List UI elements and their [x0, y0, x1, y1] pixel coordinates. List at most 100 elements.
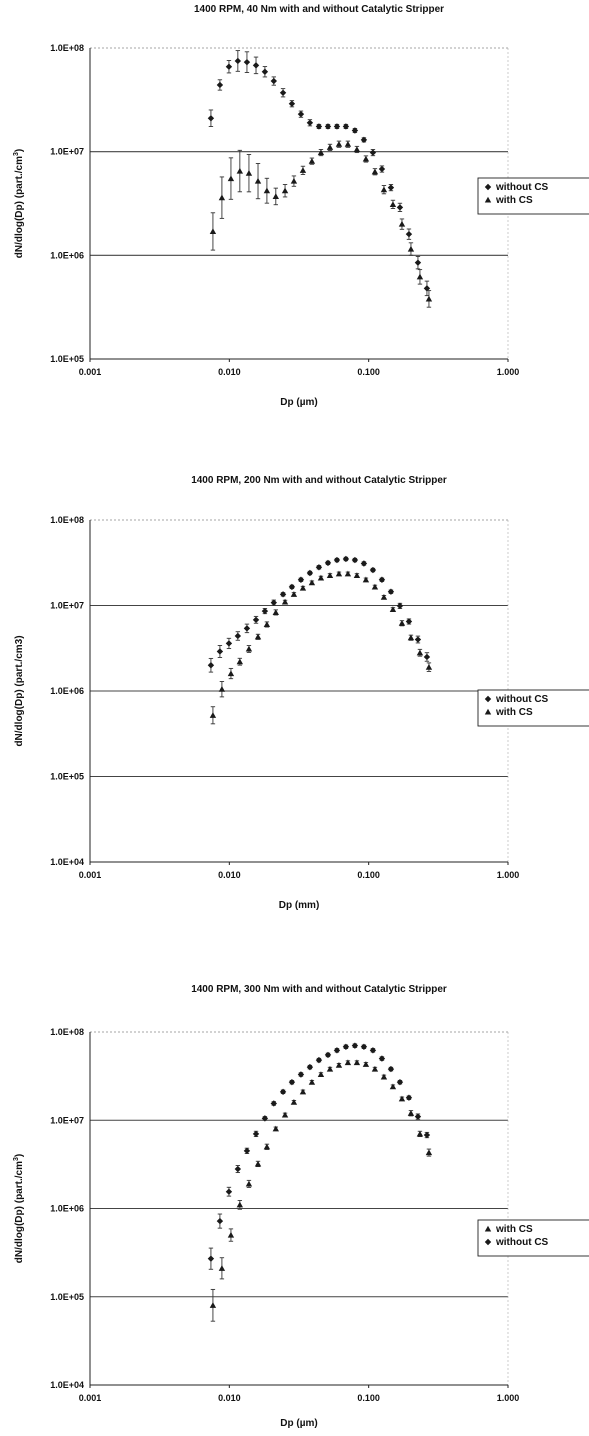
series-diamond-200nm	[208, 556, 430, 672]
data-point-diamond	[253, 1131, 259, 1137]
data-point-diamond	[334, 557, 340, 563]
data-point-triangle	[372, 1066, 378, 1072]
x-tick-label-40nm: 0.001	[79, 367, 102, 377]
data-point-triangle	[354, 146, 360, 152]
data-point-triangle	[219, 1265, 225, 1271]
data-point-diamond	[325, 1052, 331, 1058]
data-point-triangle	[309, 1079, 315, 1085]
x-tick-label-300nm: 0.010	[218, 1393, 241, 1403]
data-point-diamond	[316, 1057, 322, 1063]
data-point-diamond	[343, 123, 349, 129]
data-point-diamond	[379, 577, 385, 583]
data-point-triangle	[363, 156, 369, 162]
data-point-triangle	[246, 170, 252, 176]
data-point-diamond	[397, 1079, 403, 1085]
data-point-diamond	[370, 567, 376, 573]
y-tick-label-300nm: 1.0E+08	[50, 1027, 84, 1037]
y-tick-label-200nm: 1.0E+07	[50, 601, 84, 611]
x-tick-label-300nm: 0.001	[79, 1393, 102, 1403]
data-point-triangle	[399, 221, 405, 227]
data-point-triangle	[336, 1062, 342, 1068]
data-point-diamond	[406, 1095, 412, 1101]
data-point-triangle	[345, 571, 351, 577]
x-tick-label-200nm: 1.000	[497, 870, 520, 880]
data-point-diamond	[298, 1071, 304, 1077]
data-point-triangle	[273, 609, 279, 615]
data-point-diamond	[226, 640, 232, 646]
data-point-diamond	[316, 123, 322, 129]
y-tick-label-40nm: 1.0E+08	[50, 43, 84, 53]
data-point-triangle	[264, 621, 270, 627]
data-point-triangle	[255, 178, 261, 184]
data-point-diamond	[370, 1047, 376, 1053]
data-point-diamond	[280, 90, 286, 96]
data-point-diamond	[289, 101, 295, 107]
data-point-diamond	[235, 633, 241, 639]
data-point-triangle	[210, 228, 216, 234]
x-tick-label-200nm: 0.010	[218, 870, 241, 880]
legend-200nm: without CSwith CS	[478, 690, 589, 726]
data-point-triangle	[381, 186, 387, 192]
legend-label-0: without CS	[495, 182, 549, 193]
data-point-diamond	[244, 59, 250, 65]
data-point-diamond	[208, 115, 214, 121]
y-axis-label-300nm: dN/dlog(Dp) (part./cm3)	[13, 1154, 25, 1263]
data-point-diamond	[352, 127, 358, 133]
data-point-diamond	[397, 204, 403, 210]
data-point-triangle	[255, 1161, 261, 1167]
y-tick-label-300nm: 1.0E+06	[50, 1204, 84, 1214]
data-point-diamond	[235, 58, 241, 64]
data-point-triangle	[246, 646, 252, 652]
data-point-diamond	[307, 120, 313, 126]
data-point-triangle	[327, 572, 333, 578]
data-point-diamond	[361, 137, 367, 143]
data-point-triangle	[246, 1181, 252, 1187]
data-point-triangle	[381, 594, 387, 600]
data-point-triangle	[210, 712, 216, 718]
data-point-diamond	[244, 625, 250, 631]
data-point-triangle	[300, 167, 306, 173]
data-point-diamond	[253, 62, 259, 68]
data-point-triangle	[228, 1232, 234, 1238]
y-tick-label-200nm: 1.0E+08	[50, 515, 84, 525]
legend-label-1: with CS	[495, 707, 533, 718]
x-tick-label-300nm: 1.000	[497, 1393, 520, 1403]
legend-300nm: with CS without CS	[478, 1220, 589, 1256]
data-point-diamond	[361, 1044, 367, 1050]
series-triangle-40nm	[210, 141, 432, 307]
data-point-triangle	[228, 670, 234, 676]
data-point-diamond	[325, 123, 331, 129]
data-point-diamond	[334, 1047, 340, 1053]
data-point-triangle	[417, 1131, 423, 1137]
data-point-triangle	[282, 599, 288, 605]
data-point-diamond	[406, 618, 412, 624]
data-point-diamond	[388, 589, 394, 595]
data-point-triangle	[336, 141, 342, 147]
data-point-triangle	[318, 1071, 324, 1077]
data-point-triangle	[417, 650, 423, 656]
x-axis-label-300nm: Dp (µm)	[280, 1418, 317, 1429]
chart-svg-40nm: 1400 RPM, 40 Nm with and without Catalyt…	[0, 0, 589, 420]
data-point-triangle	[309, 158, 315, 164]
y-tick-label-300nm: 1.0E+04	[50, 1380, 84, 1390]
data-point-diamond	[217, 648, 223, 654]
data-point-triangle	[363, 577, 369, 583]
data-point-triangle	[255, 634, 261, 640]
data-point-diamond	[298, 577, 304, 583]
data-point-diamond	[397, 603, 403, 609]
legend-label-0: with CS	[495, 1224, 533, 1235]
data-point-diamond	[289, 1079, 295, 1085]
data-point-triangle	[210, 1302, 216, 1308]
data-point-triangle	[300, 585, 306, 591]
data-point-triangle	[291, 1099, 297, 1105]
y-tick-label-200nm: 1.0E+05	[50, 772, 84, 782]
data-point-triangle	[408, 1110, 414, 1116]
x-tick-label-200nm: 0.001	[79, 870, 102, 880]
chart-svg-200nm: 1400 RPM, 200 Nm with and without Cataly…	[0, 462, 589, 924]
data-point-triangle	[336, 571, 342, 577]
y-tick-label-40nm: 1.0E+05	[50, 354, 84, 364]
data-point-diamond	[415, 259, 421, 265]
data-point-triangle	[282, 188, 288, 194]
data-point-diamond	[406, 231, 412, 237]
data-point-triangle	[291, 178, 297, 184]
